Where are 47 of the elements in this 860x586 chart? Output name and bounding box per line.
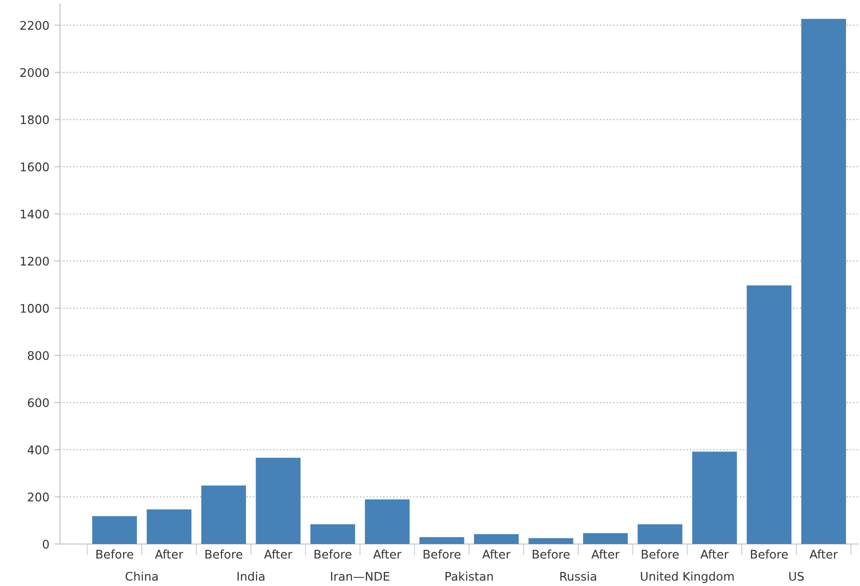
bar (310, 524, 356, 544)
bar (256, 458, 301, 544)
bar (474, 534, 519, 544)
x-tick-label: Before (532, 550, 570, 559)
y-tick-label: 1800 (20, 115, 49, 124)
y-tick-label: 1000 (20, 304, 49, 313)
y-tick-label: 2000 (20, 68, 49, 78)
x-tick-label: Before (642, 550, 679, 559)
y-tick-label: 200 (28, 492, 49, 502)
y-tick-label: 1600 (20, 162, 49, 172)
bar (583, 533, 628, 544)
y-tick-label: 0 (42, 540, 49, 549)
x-tick-label: After (810, 550, 838, 559)
bar (92, 516, 137, 544)
x-tick-label: After (373, 550, 402, 559)
x-tick-label: Before (750, 550, 788, 559)
bar (528, 538, 574, 544)
x-tick-label: Before (96, 550, 134, 559)
text: United Kingdom (640, 572, 734, 584)
x-tick-label: Before (424, 550, 460, 559)
bar (801, 18, 846, 544)
y-tick-label: 2200 (20, 20, 49, 30)
x-tick-label: After (482, 550, 511, 559)
bar (692, 452, 737, 544)
y-tick-label: 1400 (20, 210, 49, 219)
bar (419, 537, 464, 544)
text: Pakistan (446, 572, 493, 581)
bar (201, 486, 246, 544)
x-tick-label: After (155, 550, 184, 559)
text: Russia (560, 572, 596, 581)
text: India (238, 572, 264, 581)
x-tick-label: Before (314, 550, 352, 559)
y-tick-label: 600 (28, 398, 49, 408)
x-tick-label: After (591, 550, 620, 559)
y-tick-label: 800 (28, 351, 49, 360)
x-tick-label: Before (205, 550, 242, 559)
text: Iran—NDE (331, 572, 390, 581)
text: China (126, 572, 158, 581)
x-tick-label: After (700, 550, 729, 559)
bar (746, 285, 792, 544)
bar (364, 499, 410, 544)
x-tick-label: After (264, 550, 292, 559)
text: US (789, 572, 804, 581)
bar (638, 524, 682, 544)
bar (146, 509, 192, 544)
y-tick-label: 1200 (20, 256, 49, 266)
y-tick-label: 400 (28, 445, 49, 454)
